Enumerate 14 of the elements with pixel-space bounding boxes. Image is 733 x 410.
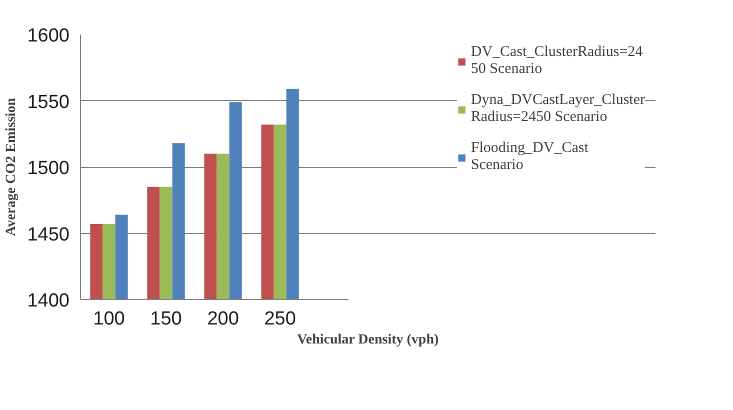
legend-label: DV_Cast_ClusterRadius=2450 Scenario — [470, 44, 643, 78]
y-tick-label: 1550 — [27, 92, 70, 113]
x-tick-label: 100 — [93, 308, 125, 330]
y-tick-label: 1450 — [27, 224, 70, 246]
y-tick-label: 1500 — [27, 158, 70, 179]
x-tick-label: 250 — [264, 308, 296, 330]
x-tick-label: 150 — [150, 308, 182, 330]
legend-label: Dyna_DVCastLayer_ClusterRadius=2450 Scenario — [470, 92, 645, 126]
y-tick-label: 1400 — [27, 290, 70, 312]
y-tick-label: 1600 — [27, 26, 70, 46]
y-axis-title: Average CO2 Emission — [4, 98, 20, 236]
x-axis-title: Vehicular Density (vph) — [297, 332, 439, 348]
x-tick-label: 200 — [207, 308, 239, 330]
legend-label: Flooding_DV_Cast Scenario — [470, 140, 588, 174]
